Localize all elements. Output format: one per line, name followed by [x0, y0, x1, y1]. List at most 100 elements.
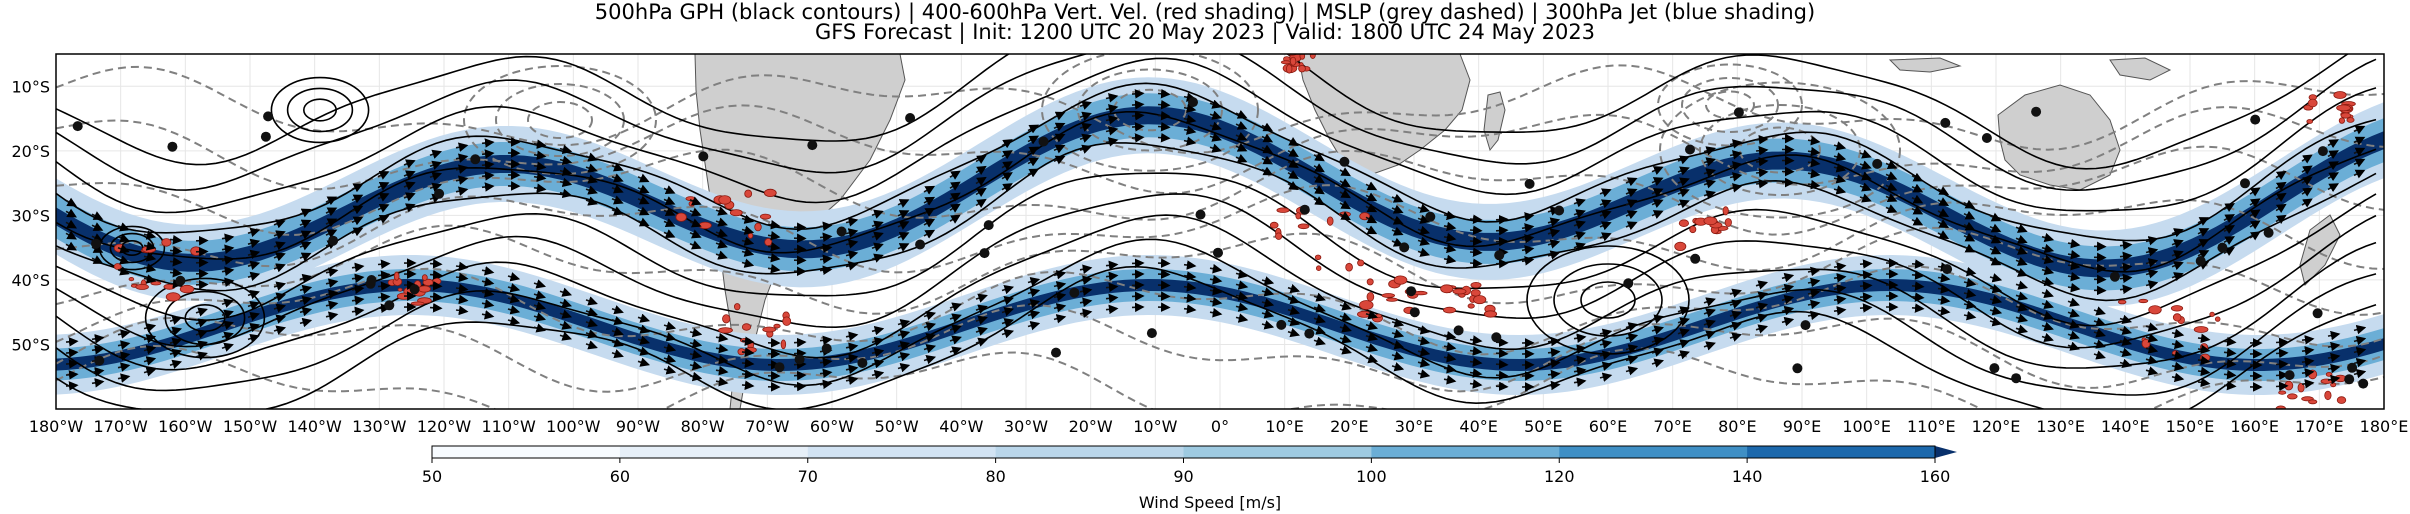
wind-vector-arrow	[1599, 361, 1613, 371]
wind-vector-arrow	[1261, 287, 1275, 297]
vertical-velocity-cell	[1386, 297, 1398, 302]
wind-vector-arrow	[117, 351, 131, 361]
wind-vector-arrow	[741, 347, 755, 357]
wind-vector-arrow	[1521, 223, 1535, 233]
lon-label: 20°W	[1069, 417, 1113, 436]
wind-vector-arrow	[247, 300, 260, 311]
wind-vector-arrow	[221, 266, 235, 276]
lon-label: 80°W	[681, 417, 725, 436]
wind-vector-arrow	[949, 203, 961, 213]
wind-vector-arrow	[1131, 122, 1145, 132]
wind-vector-arrow	[871, 325, 885, 336]
wind-vector-arrow	[1573, 198, 1586, 208]
wind-vector-arrow	[845, 375, 859, 385]
wind-vector-arrow	[975, 198, 987, 208]
wind-vector-arrow	[1105, 93, 1119, 103]
lon-label: 170°E	[2295, 417, 2344, 436]
wind-vector-arrow	[1391, 318, 1405, 328]
wind-vector-arrow	[2223, 214, 2235, 224]
vertical-velocity-cell	[1483, 310, 1498, 318]
wind-vector-arrow	[1651, 166, 1664, 175]
vertical-velocity-cell	[1413, 290, 1428, 296]
wind-vector-arrow	[1703, 168, 1717, 178]
wind-vector-arrow	[455, 164, 469, 174]
wind-vector-arrow	[845, 261, 859, 271]
wind-vector-arrow	[143, 241, 157, 251]
wind-vector-arrow	[221, 320, 234, 330]
wind-vector-arrow	[221, 277, 235, 287]
wind-vector-arrow	[1833, 295, 1847, 305]
wind-vector-arrow	[2067, 341, 2080, 351]
wind-vector-arrow	[2197, 366, 2211, 377]
wind-vector-arrow	[1417, 369, 1431, 379]
wind-vector-arrow	[351, 295, 365, 306]
wind-vector-arrow	[169, 256, 183, 267]
jet-band-mid	[56, 93, 2384, 291]
wind-vector-arrow	[1989, 234, 2002, 244]
wind-vector-arrow	[975, 176, 987, 186]
wind-vector-arrow	[2145, 333, 2159, 343]
wind-vector-arrow	[1001, 307, 1015, 317]
wind-vector-arrow	[1131, 133, 1145, 143]
wind-vector-arrow	[897, 210, 910, 219]
wind-vector-arrow	[2197, 344, 2211, 355]
wind-vector-arrow	[715, 217, 728, 227]
wind-vector-arrow	[2015, 256, 2028, 266]
colorbar-tick-label: 90	[1173, 467, 1193, 486]
wind-vector-arrow	[1157, 88, 1171, 99]
wind-vector-arrow	[1209, 99, 1222, 109]
point-marker	[774, 362, 785, 373]
wind-vector-arrow	[1937, 208, 1950, 217]
wind-vector-arrow	[1703, 179, 1717, 189]
wind-vector-arrow	[1235, 131, 1248, 141]
wind-vector-arrow	[1651, 210, 1664, 219]
wind-vector-arrow	[1599, 188, 1612, 198]
wind-vector-arrow	[1261, 298, 1275, 308]
wind-vector-arrow	[429, 171, 443, 181]
lon-label: 150°W	[223, 417, 278, 436]
wind-vector-arrow	[819, 335, 833, 346]
wind-vector-arrow	[1807, 168, 1821, 179]
wind-vector-arrow	[1755, 280, 1769, 290]
wind-vector-arrow	[1469, 335, 1483, 345]
lon-label: 120°W	[417, 417, 472, 436]
vertical-velocity-cell	[150, 281, 162, 286]
point-marker	[2217, 242, 2228, 253]
wind-vector-arrow	[2145, 366, 2159, 376]
wind-vector-arrow	[1079, 286, 1093, 296]
wind-vector-arrow	[897, 363, 911, 373]
wind-vector-arrow	[1989, 306, 2003, 316]
wind-vector-arrow	[1729, 183, 1743, 193]
gph-contour-line	[56, 238, 2377, 396]
point-marker	[1685, 144, 1695, 155]
wind-vector-arrow	[1885, 193, 1898, 202]
colorbar-tick-label: 120	[1544, 467, 1575, 486]
wind-vector-arrow	[2119, 273, 2133, 284]
wind-vector-arrow	[637, 324, 651, 334]
vertical-velocity-cell	[1289, 56, 1297, 66]
vertical-velocity-cell	[2287, 393, 2298, 400]
wind-vector-arrow	[2301, 346, 2315, 356]
wind-vector-arrow	[585, 329, 598, 339]
wind-vector-arrow	[247, 271, 261, 281]
point-marker	[1494, 250, 1505, 261]
wind-vector-arrow	[1495, 214, 1509, 225]
vertical-velocity-cell	[1366, 292, 1375, 302]
wind-vector-arrow	[2223, 347, 2237, 358]
wind-vector-arrow	[1183, 114, 1197, 124]
wind-vector-arrow	[351, 205, 364, 215]
wind-vector-arrow	[845, 217, 859, 227]
wind-vector-arrow	[845, 228, 859, 238]
wind-vector-arrow	[455, 153, 469, 163]
wind-vector-arrow	[247, 238, 261, 248]
wind-vector-arrow	[169, 267, 183, 278]
wind-vector-arrow	[1365, 354, 1379, 364]
lon-label: 50°W	[875, 417, 919, 436]
wind-vector-arrow	[1963, 310, 1977, 321]
wind-vector-arrow	[689, 240, 702, 250]
wind-vector-arrow	[767, 242, 781, 252]
vertical-velocity-cell	[1359, 300, 1374, 310]
vertical-velocity-cell	[1298, 64, 1306, 73]
wind-vector-arrow	[585, 185, 598, 195]
wind-vector-arrow	[1313, 174, 1325, 184]
